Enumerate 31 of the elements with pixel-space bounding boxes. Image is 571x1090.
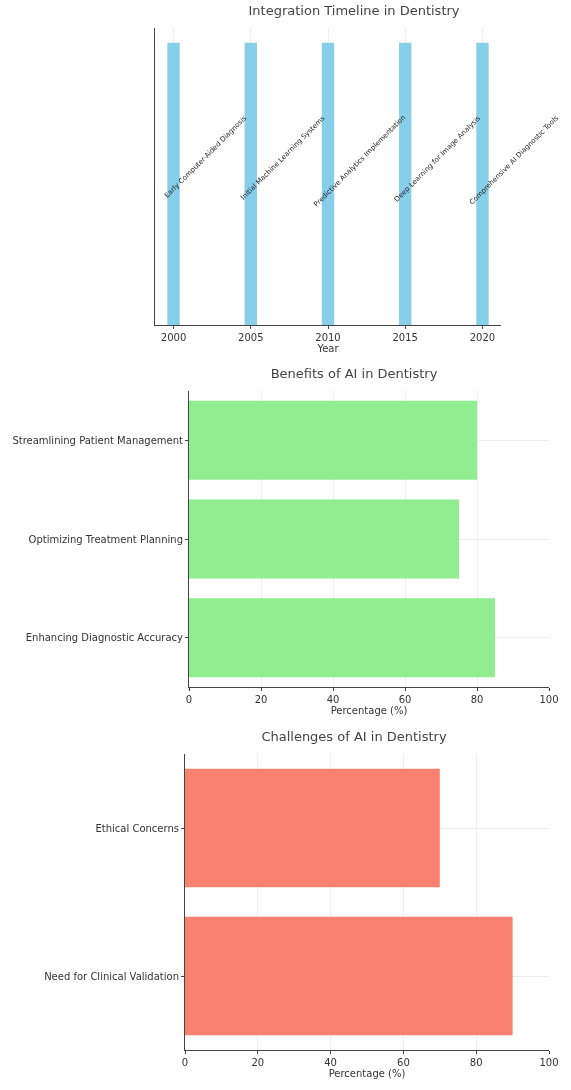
x-tick-label: 0: [185, 694, 193, 705]
x-tick-label: 2020: [469, 332, 496, 343]
chart-title: Challenges of AI in Dentistry: [261, 728, 447, 744]
bar: [189, 499, 459, 579]
y-tick-label: Enhancing Diagnostic Accuracy: [25, 632, 184, 644]
x-tick-label: 0: [181, 1057, 189, 1068]
chart-title: Integration Timeline in Dentistry: [248, 2, 460, 18]
y-tick-label: Streamlining Patient Management: [12, 434, 184, 446]
x-tick-label: 100: [539, 694, 559, 705]
x-tick-label: 80: [469, 1057, 483, 1068]
x-tick-label: 2005: [238, 332, 264, 343]
x-tick-label: 2010: [315, 332, 341, 343]
x-tick-label: 60: [397, 1057, 410, 1068]
y-tick-label: Need for Clinical Validation: [44, 970, 179, 982]
x-axis-title: Year: [316, 343, 340, 354]
bar: [189, 598, 495, 678]
x-tick-label: 2000: [160, 332, 187, 343]
x-tick-label: 2015: [392, 332, 418, 343]
x-axis-title: Percentage (%): [328, 1068, 406, 1079]
x-tick-label: 20: [251, 1057, 265, 1068]
y-tick-label: Ethical Concerns: [95, 822, 179, 834]
x-tick-label: 20: [254, 694, 268, 705]
bar: [189, 400, 477, 480]
chart-title: Benefits of AI in Dentistry: [270, 365, 438, 381]
x-tick-label: 100: [539, 1057, 559, 1068]
x-tick-label: 40: [326, 694, 340, 705]
x-tick-label: 60: [398, 694, 412, 705]
x-tick-label: 40: [324, 1057, 337, 1068]
x-axis-title: Percentage (%): [330, 705, 408, 716]
y-tick-label: Optimizing Treatment Planning: [28, 533, 183, 545]
x-tick-label: 80: [470, 694, 484, 705]
